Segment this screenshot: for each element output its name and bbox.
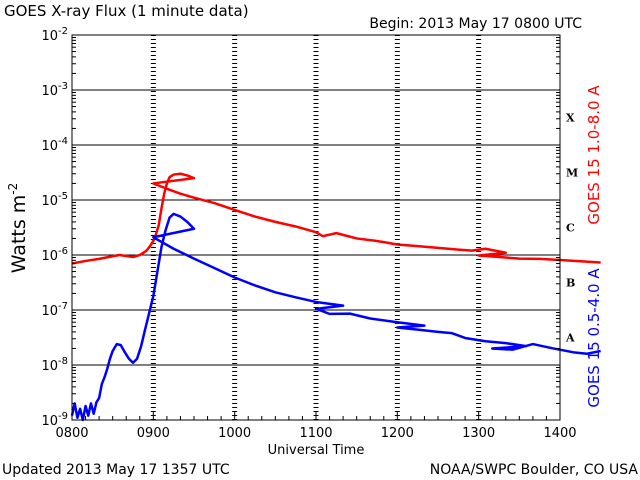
- y-tick-label: 10-7: [41, 301, 68, 319]
- y-tick-label: 10-2: [41, 26, 68, 44]
- series-layer: [70, 172, 601, 422]
- y-tick-exponent: -3: [58, 81, 68, 92]
- x-axis-title: Universal Time: [268, 443, 365, 458]
- flare-class-label: X: [566, 112, 575, 125]
- x-tick-label: 1400: [543, 426, 576, 441]
- x-axis: 0800 0900 1000 1100 1200 1300 1400: [55, 411, 577, 441]
- footer-updated: Updated 2013 May 17 1357 UTC: [2, 462, 230, 478]
- y-tick-label: 10-4: [41, 136, 68, 154]
- begin-label: Begin: 2013 May 17 0800 UTC: [369, 16, 582, 32]
- y-tick-base: 10: [41, 29, 58, 44]
- flare-class-label: A: [565, 332, 575, 345]
- y-axis-label-exponent: -2: [6, 183, 20, 195]
- y-tick-exponent: -9: [58, 411, 68, 422]
- x-tick-label: 0900: [137, 426, 170, 441]
- y-tick-exponent: -8: [58, 356, 68, 367]
- x-tick-label: 0800: [55, 426, 88, 441]
- y-tick-label: 10-6: [41, 246, 68, 264]
- y-tick-exponent: -5: [58, 191, 68, 202]
- series-line-long-channel: [71, 172, 601, 265]
- x-tick-label: 1200: [381, 426, 414, 441]
- x-tick-label: 1000: [218, 426, 251, 441]
- y-tick-label: 10-3: [41, 81, 68, 99]
- series-line-short-channel: [70, 212, 601, 422]
- flare-class-label: M: [566, 167, 578, 180]
- chart-title: GOES X-ray Flux (1 minute data): [4, 2, 249, 20]
- flare-class-label: C: [566, 222, 575, 235]
- y-tick-label: 10-8: [41, 356, 68, 374]
- y-tick-base: 10: [41, 359, 58, 374]
- y-tick-label: 10-9: [41, 411, 68, 429]
- y-axis-title: Watts m-2: [6, 183, 30, 274]
- y-tick-base: 10: [41, 304, 58, 319]
- y-tick-exponent: -2: [58, 26, 68, 37]
- legend-long-channel: GOES 15 1.0-8.0 A: [585, 85, 603, 225]
- y-tick-label: 10-5: [41, 191, 68, 209]
- x-tick-label: 1300: [462, 426, 495, 441]
- footer-source: NOAA/SWPC Boulder, CO USA: [430, 462, 639, 478]
- y-tick-exponent: -7: [58, 301, 68, 312]
- y-tick-base: 10: [41, 139, 58, 154]
- y-axis: 10-910-810-710-610-510-410-310-2: [41, 26, 560, 429]
- y-tick-base: 10: [41, 194, 58, 209]
- y-tick-exponent: -4: [58, 136, 68, 147]
- y-tick-base: 10: [41, 84, 58, 99]
- legend-short-channel: GOES 15 0.5-4.0 A: [585, 268, 603, 408]
- flare-class-labels: A B C M X: [565, 112, 578, 345]
- x-tick-label: 1100: [299, 426, 332, 441]
- flare-class-label: B: [566, 277, 575, 290]
- y-tick-base: 10: [41, 414, 58, 429]
- y-axis-label: Watts m: [8, 195, 30, 274]
- y-tick-base: 10: [41, 249, 58, 264]
- grid-layer: [72, 35, 560, 420]
- y-tick-exponent: -6: [58, 246, 68, 257]
